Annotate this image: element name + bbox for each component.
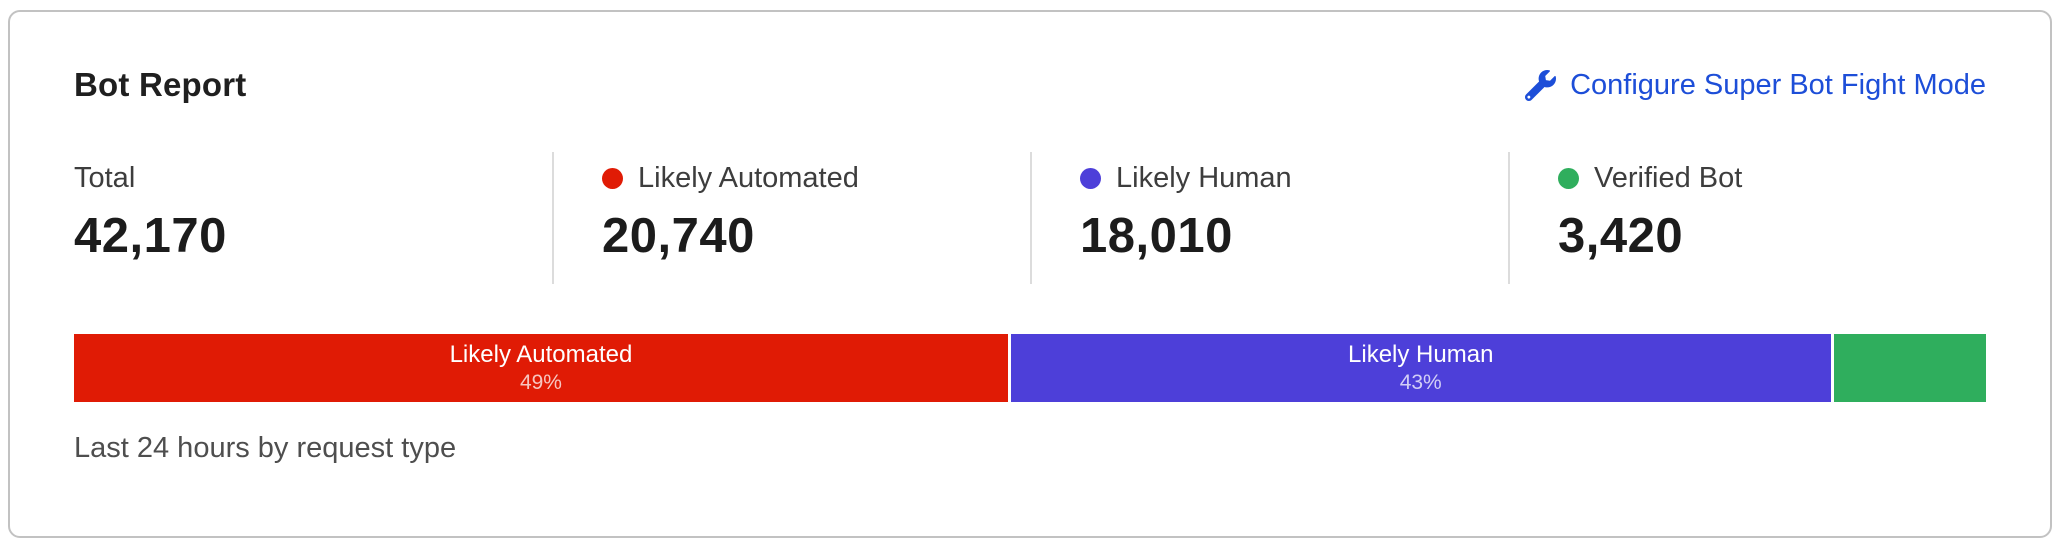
request-type-stacked-bar: Likely Automated 49% Likely Human 43% [74, 334, 1986, 402]
chart-caption: Last 24 hours by request type [74, 432, 457, 464]
bar-segment-likely-human: Likely Human 43% [1010, 334, 1831, 402]
stat-likely-human-value: 18,010 [1080, 209, 1233, 263]
stat-verified-bot-value: 3,420 [1558, 209, 1684, 263]
stats-row: Total 42,170 Likely Automated 20,740 Lik… [74, 152, 1986, 284]
stat-verified-bot-label: Verified Bot [1594, 162, 1743, 194]
configure-super-bot-fight-mode-link[interactable]: Configure Super Bot Fight Mode [1525, 69, 1986, 102]
stat-total: Total 42,170 [74, 152, 552, 284]
bot-report-card: Bot Report Configure Super Bot Fight Mod… [8, 10, 2052, 538]
stat-likely-human-label: Likely Human [1116, 162, 1292, 194]
bar-segment-percent: 43% [1399, 371, 1442, 394]
likely-human-dot-icon [1080, 167, 1101, 189]
stat-verified-bot: Verified Bot 3,420 [1508, 152, 1986, 284]
page-title: Bot Report [74, 66, 247, 103]
bar-segment-verified-bot [1833, 334, 1986, 402]
card-header: Bot Report Configure Super Bot Fight Mod… [74, 66, 1986, 104]
stat-likely-automated-value: 20,740 [602, 209, 755, 263]
stat-likely-human: Likely Human 18,010 [1030, 152, 1508, 284]
stat-likely-automated: Likely Automated 20,740 [552, 152, 1030, 284]
likely-automated-dot-icon [602, 167, 623, 189]
bar-segment-percent: 49% [519, 371, 562, 394]
stat-total-label: Total [74, 162, 136, 194]
stat-likely-automated-label: Likely Automated [638, 162, 859, 194]
configure-link-label: Configure Super Bot Fight Mode [1570, 68, 1986, 101]
verified-bot-dot-icon [1558, 167, 1579, 189]
wrench-icon [1525, 69, 1557, 101]
bar-segment-likely-automated: Likely Automated 49% [74, 334, 1008, 402]
stat-total-value: 42,170 [74, 209, 227, 263]
bar-segment-label: Likely Human [1348, 341, 1494, 368]
bar-segment-label: Likely Automated [449, 341, 633, 368]
